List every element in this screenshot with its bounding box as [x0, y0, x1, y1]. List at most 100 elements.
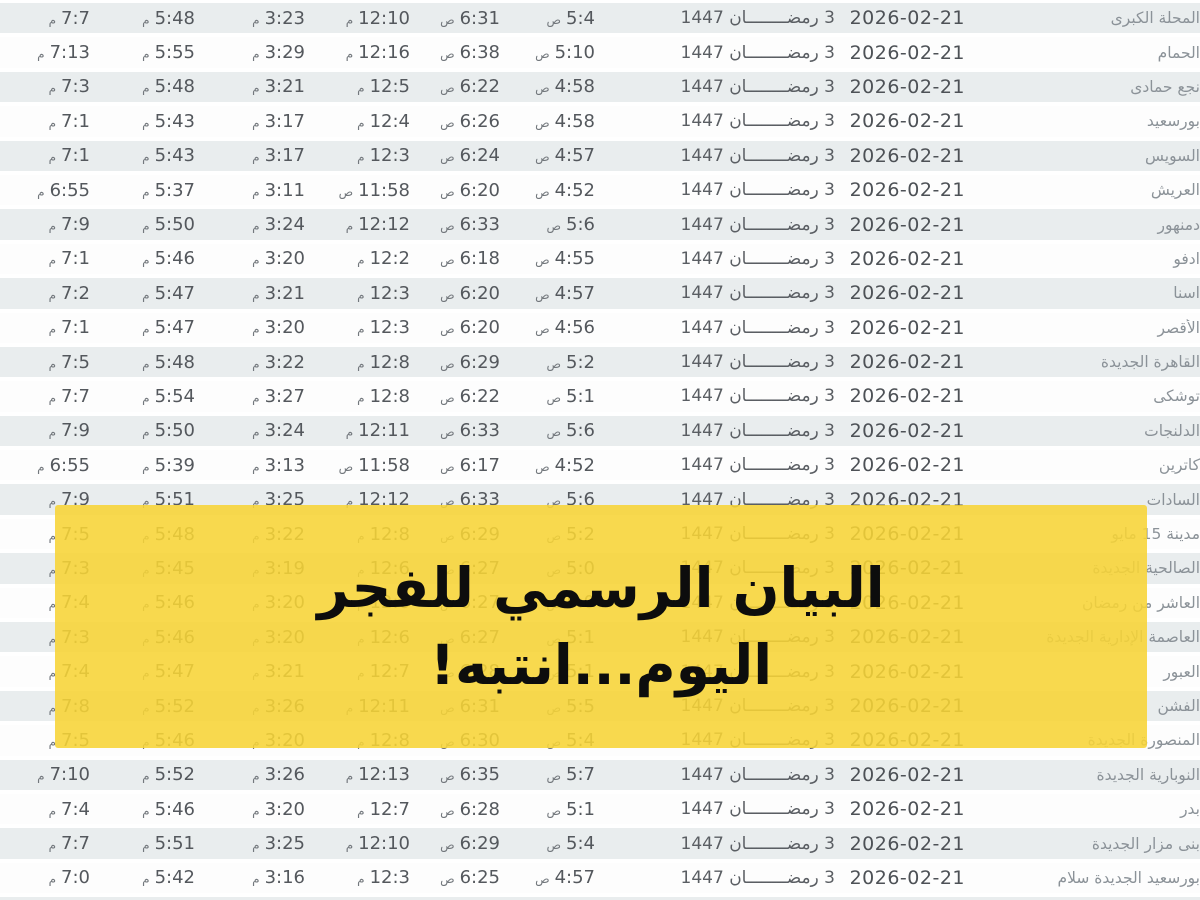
asr-period-marker: م [252, 494, 260, 509]
city-name: العبور [1163, 662, 1200, 681]
maghrib-time: 5:48 م [110, 8, 210, 29]
isha-period-marker: م [48, 356, 57, 371]
hijri-date: 3 رمضــــــــان 1447 [680, 76, 835, 97]
fajr-value: 4:57 [554, 282, 595, 304]
isha-time: 7:7 م [0, 386, 110, 407]
hijri-date: 3 رمضــــــــان 1447 [680, 455, 835, 476]
isha-time: 7:4 م [0, 799, 110, 820]
gregorian-date-value: 2026-02-21 [849, 282, 965, 305]
fajr-value: 5:6 [566, 420, 595, 442]
sunrise-time: 6:26 ص [410, 111, 500, 132]
isha-period-marker: م [48, 700, 57, 715]
dhuhr-period-marker: م [345, 494, 354, 509]
asr-time: 3:20 م [210, 799, 305, 820]
table-row: بنى مزار الجديدة 2026-02-21 3 رمضـــــــ… [0, 826, 1200, 861]
dhuhr-time: 12:3 م [305, 145, 410, 166]
asr-period-marker: م [252, 356, 260, 371]
sunrise-period-marker: ص [440, 47, 455, 62]
maghrib-value: 5:42 [154, 867, 195, 889]
sunrise-period-marker: ص [440, 287, 455, 302]
maghrib-value: 5:47 [154, 282, 195, 304]
maghrib-time: 5:48 م [110, 76, 210, 97]
sunrise-value: 6:26 [459, 110, 500, 132]
asr-period-marker: م [252, 184, 260, 199]
dhuhr-period-marker: م [357, 81, 365, 96]
hijri-date: 3 رمضــــــــان 1447 [680, 8, 835, 29]
fajr-value: 4:52 [554, 454, 595, 476]
isha-time: 7:0 م [0, 867, 110, 888]
isha-value: 7:7 [61, 385, 90, 407]
asr-value: 3:11 [264, 179, 305, 201]
maghrib-value: 5:52 [154, 764, 195, 786]
table-row: النوبارية الجديدة 2026-02-21 3 رمضــــــ… [0, 757, 1200, 792]
maghrib-value: 5:51 [154, 489, 195, 511]
maghrib-period-marker: م [142, 81, 150, 96]
asr-value: 3:27 [264, 385, 305, 407]
maghrib-value: 5:48 [154, 76, 195, 98]
asr-period-marker: م [252, 81, 260, 96]
banner-title-line2: اليوم...انتبه! [429, 632, 773, 697]
maghrib-value: 5:39 [154, 454, 195, 476]
maghrib-time: 5:37 م [110, 180, 210, 201]
isha-time: 7:3 م [0, 76, 110, 97]
maghrib-value: 5:46 [154, 248, 195, 270]
gregorian-date-value: 2026-02-21 [849, 798, 965, 821]
city-name: كاترين [1158, 456, 1200, 475]
asr-period-marker: م [252, 115, 260, 130]
asr-value: 3:22 [264, 351, 305, 373]
sunrise-period-marker: ص [440, 81, 455, 96]
asr-period-marker: م [252, 12, 260, 27]
maghrib-period-marker: م [142, 356, 150, 371]
asr-time: 3:25 م [210, 489, 305, 510]
sunrise-period-marker: ص [440, 322, 455, 337]
isha-value: 7:9 [61, 214, 90, 236]
gregorian-date-value: 2026-02-21 [849, 110, 965, 133]
isha-value: 6:55 [49, 179, 90, 201]
isha-period-marker: م [48, 872, 57, 887]
table-row: الدلنجات 2026-02-21 3 رمضــــــــان 1447… [0, 413, 1200, 449]
maghrib-period-marker: م [142, 219, 150, 234]
maghrib-period-marker: م [142, 494, 150, 509]
city-name: النوبارية الجديدة [1096, 765, 1200, 784]
gregorian-date: 2026-02-21 [835, 248, 965, 270]
dhuhr-time: 12:10 م [305, 833, 410, 854]
asr-time: 3:29 م [210, 42, 305, 63]
dhuhr-time: 12:5 م [305, 76, 410, 97]
fajr-time: 5:1 ص [500, 799, 595, 820]
isha-time: 7:1 م [0, 145, 110, 166]
gregorian-date-value: 2026-02-21 [849, 351, 965, 374]
isha-time: 7:1 م [0, 111, 110, 132]
city-name: اسنا [1173, 284, 1200, 303]
dhuhr-period-marker: م [345, 219, 354, 234]
fajr-time: 5:7 ص [500, 764, 595, 785]
asr-value: 3:17 [264, 110, 305, 132]
gregorian-date: 2026-02-21 [835, 282, 965, 304]
dhuhr-time: 12:16 م [305, 42, 410, 63]
dhuhr-value: 12:5 [369, 76, 410, 98]
sunrise-period-marker: ص [440, 459, 455, 474]
isha-time: 6:55 م [0, 455, 110, 476]
sunrise-value: 6:28 [459, 798, 500, 820]
sunrise-period-marker: ص [440, 390, 455, 405]
fajr-value: 4:57 [554, 867, 595, 889]
hijri-date: 3 رمضــــــــان 1447 [680, 283, 835, 304]
isha-value: 7:0 [61, 867, 90, 889]
gregorian-date: 2026-02-21 [835, 76, 965, 98]
maghrib-period-marker: م [142, 150, 150, 165]
isha-period-marker: م [48, 597, 57, 612]
asr-time: 3:17 م [210, 145, 305, 166]
fajr-value: 4:58 [554, 110, 595, 132]
hijri-date: 3 رمضــــــــان 1447 [680, 867, 835, 888]
table-row: السويس 2026-02-21 3 رمضــــــــان 1447 4… [0, 138, 1200, 173]
city-name: السادات [1146, 490, 1200, 509]
maghrib-value: 5:55 [154, 42, 195, 64]
table-row: نجع حمادى 2026-02-21 3 رمضــــــــان 144… [0, 69, 1200, 105]
dhuhr-time: 11:58 ص [305, 455, 410, 476]
maghrib-time: 5:47 م [110, 317, 210, 338]
isha-value: 7:1 [61, 110, 90, 132]
asr-value: 3:24 [264, 214, 305, 236]
asr-time: 3:20 م [210, 248, 305, 269]
fajr-value: 4:56 [554, 317, 595, 339]
dhuhr-time: 12:3 م [305, 317, 410, 338]
dhuhr-period-marker: م [357, 322, 365, 337]
